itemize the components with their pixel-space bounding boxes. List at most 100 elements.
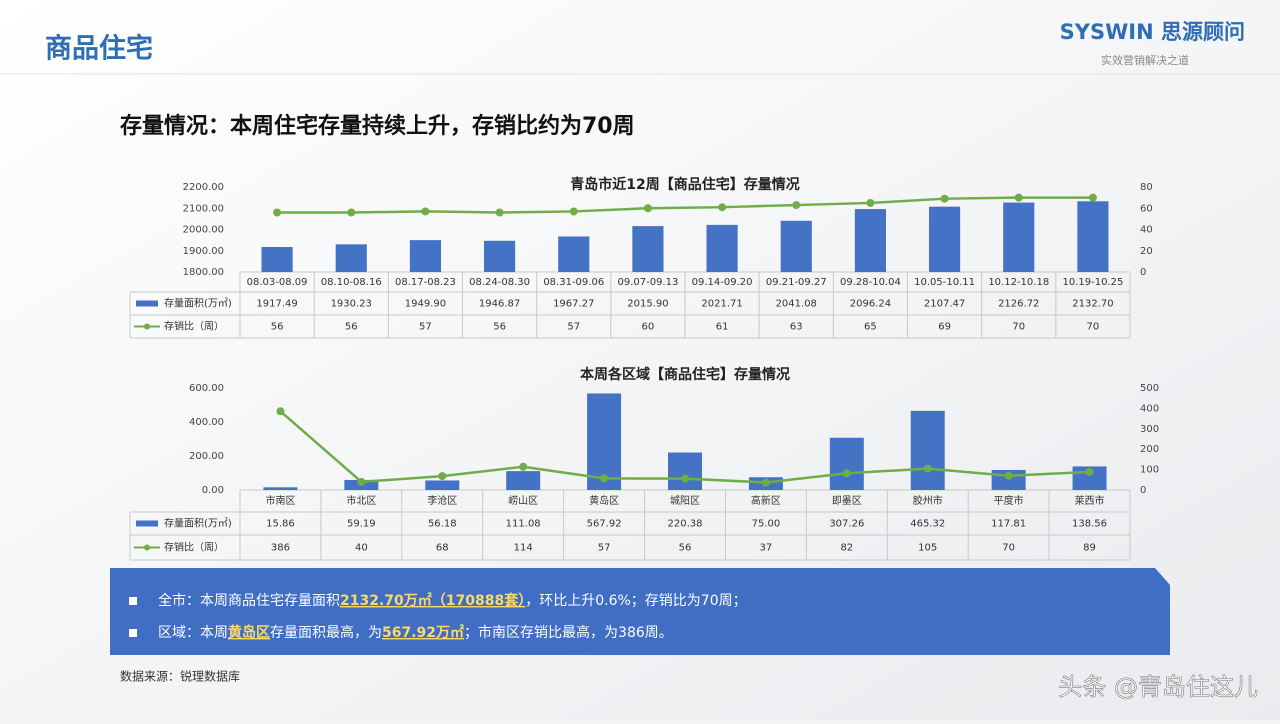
x-tick-label: 黄岛区 xyxy=(589,494,619,507)
table-value: 465.32 xyxy=(910,519,945,530)
x-tick-label: 莱西市 xyxy=(1075,494,1105,507)
summary-line: 区域：本周黄岛区存量面积最高，为567.92万㎡；市南区存销比最高，为386周。 xyxy=(158,624,673,641)
y2-tick-label: 80 xyxy=(1140,182,1153,193)
bar xyxy=(668,452,702,490)
y-tick-label: 2100.00 xyxy=(183,203,224,214)
line-marker xyxy=(421,207,430,216)
x-tick-label: 08.24-08.30 xyxy=(469,277,530,288)
table-value: 69 xyxy=(938,322,951,333)
x-tick-label: 09.28-10.04 xyxy=(840,277,901,288)
legend-label: 存量面积(万㎡) xyxy=(164,297,232,310)
table-value: 82 xyxy=(840,543,853,554)
table-value: 70 xyxy=(1087,322,1100,333)
x-tick-label: 09.07-09.13 xyxy=(617,277,678,288)
summary-highlight: 567.92万㎡ xyxy=(382,624,464,641)
bar xyxy=(409,240,441,272)
table-value: 65 xyxy=(864,322,877,333)
y2-tick-label: 0 xyxy=(1140,267,1146,278)
bar xyxy=(910,410,945,490)
table-value: 2041.08 xyxy=(776,299,817,310)
x-tick-label: 高新区 xyxy=(751,494,781,507)
line-marker xyxy=(347,208,356,217)
table-value: 57 xyxy=(567,322,580,333)
table-value: 56 xyxy=(271,322,284,333)
y2-tick-label: 100 xyxy=(1140,465,1159,476)
y-tick-label: 2000.00 xyxy=(183,225,224,236)
x-tick-label: 市南区 xyxy=(265,494,295,507)
summary-highlight: 2132.70万㎡（170888套） xyxy=(340,592,525,609)
bar xyxy=(484,240,516,272)
table-value: 114 xyxy=(514,543,533,554)
y2-tick-label: 20 xyxy=(1140,246,1153,257)
table-value: 220.38 xyxy=(668,519,703,530)
summary-text: ；市南区存销比最高，为386周。 xyxy=(464,624,673,641)
summary-text: 全市：本周商品住宅存量面积 xyxy=(158,592,340,609)
bar xyxy=(929,206,961,272)
table-value: 2015.90 xyxy=(627,299,668,310)
table-value: 60 xyxy=(642,322,655,333)
y2-tick-label: 200 xyxy=(1140,444,1159,455)
bar xyxy=(558,236,590,272)
line-marker xyxy=(273,208,282,217)
summary-text: ，环比上升0.6%；存销比为70周； xyxy=(525,593,746,609)
legend-label: 存销比（周） xyxy=(164,541,224,554)
table-value: 15.86 xyxy=(266,519,295,530)
y-tick-label: 600.00 xyxy=(189,383,224,394)
bar xyxy=(780,220,812,272)
y-tick-label: 0.00 xyxy=(202,485,224,496)
line-marker xyxy=(1014,193,1023,202)
y-tick-label: 200.00 xyxy=(189,451,224,462)
table-value: 61 xyxy=(716,322,729,333)
table-value: 117.81 xyxy=(991,519,1026,530)
x-tick-label: 08.03-08.09 xyxy=(247,277,308,288)
table-value: 56.18 xyxy=(428,519,457,530)
header-title: 商品住宅 xyxy=(45,33,153,65)
table-value: 1917.49 xyxy=(256,299,297,310)
line-marker xyxy=(357,477,366,486)
x-tick-label: 10.05-10.11 xyxy=(914,277,975,288)
table-value: 57 xyxy=(419,322,432,333)
legend-marker xyxy=(144,544,150,551)
x-tick-label: 08.10-08.16 xyxy=(321,277,382,288)
bullet xyxy=(129,597,137,605)
table-value: 2132.70 xyxy=(1072,299,1113,310)
y-tick-label: 2200.00 xyxy=(183,182,224,193)
bar xyxy=(706,224,738,272)
table-value: 1967.27 xyxy=(553,299,594,310)
table-value: 1930.23 xyxy=(331,299,372,310)
y2-tick-label: 60 xyxy=(1140,203,1153,214)
y2-tick-label: 40 xyxy=(1140,225,1153,236)
line-marker xyxy=(519,462,528,471)
x-tick-label: 平度市 xyxy=(994,494,1024,507)
x-tick-label: 城阳区 xyxy=(670,495,700,507)
x-tick-label: 09.14-09.20 xyxy=(692,277,753,288)
y-tick-label: 400.00 xyxy=(189,417,224,428)
y2-tick-label: 400 xyxy=(1140,403,1159,414)
x-tick-label: 崂山区 xyxy=(508,495,538,507)
x-tick-label: 李沧区 xyxy=(427,494,457,507)
summary-box xyxy=(110,568,1170,655)
line-marker xyxy=(600,474,609,483)
x-tick-label: 即墨区 xyxy=(832,495,862,507)
line-marker xyxy=(681,474,689,483)
chart-title: 本周各区域【商品住宅】存量情况 xyxy=(580,366,790,383)
table-value: 2107.47 xyxy=(924,299,965,310)
table-value: 138.56 xyxy=(1072,519,1107,530)
chart-title: 青岛市近12周【商品住宅】存量情况 xyxy=(570,176,799,193)
legend-swatch xyxy=(136,520,158,527)
table-value: 56 xyxy=(493,322,506,333)
table-value: 307.26 xyxy=(829,519,864,530)
line-marker xyxy=(718,203,727,212)
table-value: 37 xyxy=(760,543,773,554)
line-marker xyxy=(1088,193,1097,202)
bar xyxy=(506,471,541,490)
line-marker xyxy=(792,201,801,210)
bar xyxy=(1077,201,1109,272)
table-value: 2096.24 xyxy=(850,299,891,310)
tagline: 实效营销解决之道 xyxy=(1101,53,1189,67)
watermark: 头条 @青岛住这儿 xyxy=(1058,673,1258,701)
legend-label: 存量面积(万㎡) xyxy=(164,517,232,530)
table-value: 1949.90 xyxy=(405,299,446,310)
x-tick-label: 10.19-10.25 xyxy=(1062,277,1123,288)
table-value: 68 xyxy=(436,543,449,554)
